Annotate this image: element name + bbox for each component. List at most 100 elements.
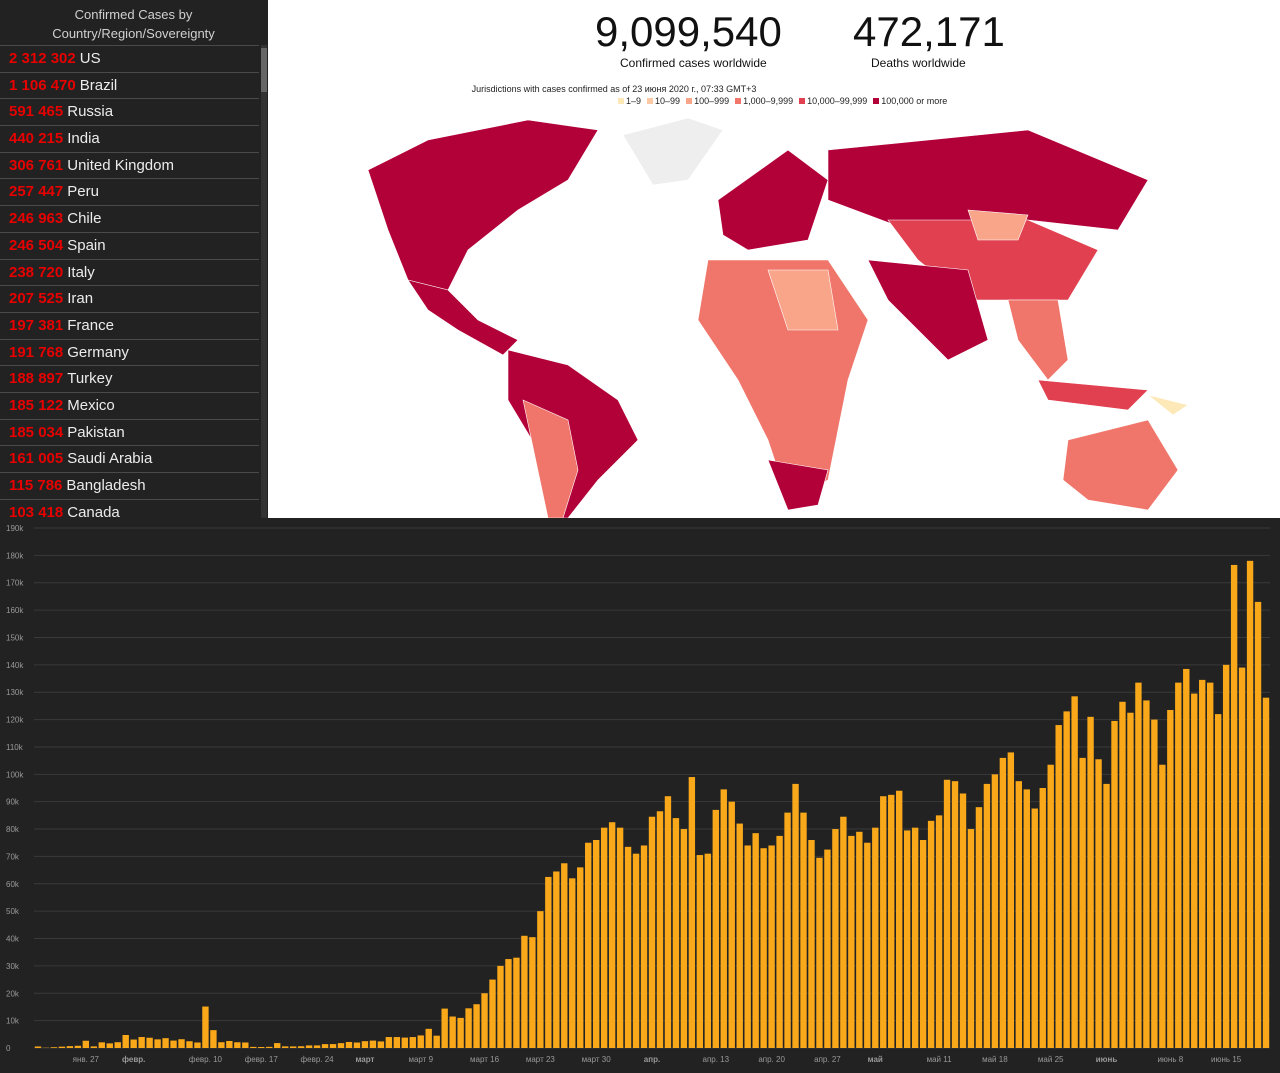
- y-tick-label: 30k: [6, 962, 20, 971]
- bar: [1230, 564, 1238, 1048]
- list-row[interactable]: 191 768 Germany: [0, 338, 259, 366]
- bar: [465, 1008, 472, 1048]
- bar: [1071, 696, 1078, 1048]
- bar: [569, 878, 576, 1048]
- list-row[interactable]: 197 381 France: [0, 311, 259, 339]
- list-row[interactable]: 2 312 302 US: [0, 45, 259, 72]
- x-tick-label: февр.: [122, 1055, 145, 1064]
- country-name: Peru: [67, 183, 99, 201]
- list-row[interactable]: 185 034 Pakistan: [0, 418, 259, 446]
- country-name: Pakistan: [67, 423, 125, 441]
- case-count: 591 465: [9, 103, 64, 121]
- list-row[interactable]: 188 897 Turkey: [0, 365, 259, 392]
- bar: [90, 1046, 97, 1048]
- bar: [178, 1039, 185, 1048]
- y-tick-label: 20k: [6, 989, 20, 998]
- list-row[interactable]: 238 720 Italy: [0, 258, 259, 286]
- bar: [983, 783, 991, 1048]
- bar: [784, 812, 791, 1048]
- country-name: United Kingdom: [67, 156, 174, 174]
- bar: [505, 959, 512, 1048]
- list-row[interactable]: 246 504 Spain: [0, 231, 259, 259]
- deaths-label: Deaths worldwide: [871, 56, 966, 70]
- bar: [880, 796, 887, 1048]
- bar: [106, 1043, 113, 1048]
- x-tick-label: янв. 27: [73, 1055, 100, 1064]
- legend-label: 100,000 or more: [881, 96, 948, 106]
- y-tick-label: 40k: [6, 935, 20, 944]
- x-tick-label: март: [355, 1055, 374, 1064]
- bar: [297, 1046, 305, 1048]
- list-row[interactable]: 115 786 Bangladesh: [0, 472, 259, 499]
- y-tick-label: 180k: [6, 551, 24, 560]
- bar: [896, 790, 903, 1048]
- list-row[interactable]: 246 963 Chile: [0, 205, 259, 232]
- y-tick-label: 170k: [6, 579, 24, 588]
- bar: [888, 794, 895, 1048]
- legend-swatch: [735, 98, 742, 104]
- bar: [353, 1042, 361, 1048]
- bar: [337, 1043, 345, 1048]
- bar: [1079, 757, 1086, 1048]
- bar: [1214, 714, 1222, 1048]
- list-row[interactable]: 207 525 Iran: [0, 285, 259, 312]
- bar: [138, 1037, 145, 1048]
- case-count: 191 768: [9, 343, 64, 361]
- bar: [656, 811, 664, 1048]
- bar: [760, 848, 767, 1048]
- bar: [1199, 679, 1206, 1048]
- x-tick-label: июнь 8: [1157, 1055, 1183, 1064]
- list-row[interactable]: 257 447 Peru: [0, 178, 259, 205]
- x-tick-label: февр. 24: [301, 1055, 335, 1064]
- list-row[interactable]: 440 215 India: [0, 125, 259, 152]
- x-tick-label: апр. 27: [814, 1055, 841, 1064]
- bar: [1238, 667, 1246, 1048]
- bar: [1055, 725, 1062, 1048]
- bar: [266, 1046, 273, 1048]
- bar: [281, 1046, 289, 1048]
- country-name: France: [67, 316, 114, 334]
- bar: [234, 1042, 241, 1048]
- y-tick-label: 10k: [6, 1017, 20, 1026]
- x-tick-label: июнь: [1096, 1055, 1118, 1064]
- bar: [1095, 759, 1102, 1048]
- x-tick-label: март 16: [470, 1055, 500, 1064]
- legend-label: 1–9: [626, 96, 642, 106]
- x-tick-label: март 30: [582, 1055, 612, 1064]
- case-count: 306 761: [9, 156, 64, 174]
- scrollbar[interactable]: [261, 45, 267, 518]
- bar: [1191, 693, 1198, 1048]
- case-count: 1 106 470: [9, 76, 76, 94]
- list-row[interactable]: 306 761 United Kingdom: [0, 151, 259, 179]
- y-tick-label: 150k: [6, 633, 24, 642]
- x-tick-label: май 18: [982, 1055, 1008, 1064]
- bar: [903, 830, 911, 1048]
- bar: [1039, 788, 1046, 1048]
- bar: [481, 993, 488, 1048]
- bar: [545, 876, 552, 1048]
- list-row[interactable]: 1 106 470 Brazil: [0, 71, 259, 99]
- world-map: [367, 117, 1189, 518]
- bar: [728, 801, 735, 1048]
- bar: [911, 827, 919, 1048]
- list-row[interactable]: 103 418 Canada: [0, 498, 259, 518]
- x-tick-label: февр. 10: [189, 1055, 223, 1064]
- legend-swatch: [618, 98, 624, 104]
- bar: [433, 1035, 440, 1048]
- bar: [274, 1043, 281, 1048]
- bar: [640, 845, 648, 1048]
- bar: [521, 935, 528, 1048]
- list-row[interactable]: 591 465 Russia: [0, 98, 259, 125]
- list-row[interactable]: 161 005 Saudi Arabia: [0, 445, 259, 472]
- bar: [401, 1037, 408, 1048]
- bar: [1262, 697, 1270, 1048]
- legend-swatch: [686, 98, 693, 104]
- list-row[interactable]: 185 122 Mexico: [0, 391, 259, 419]
- bar: [329, 1044, 337, 1048]
- bar: [385, 1037, 393, 1048]
- scroll-thumb[interactable]: [261, 48, 267, 92]
- bar: [927, 820, 935, 1048]
- bar: [82, 1040, 90, 1048]
- bar: [999, 757, 1007, 1048]
- bar: [114, 1042, 121, 1048]
